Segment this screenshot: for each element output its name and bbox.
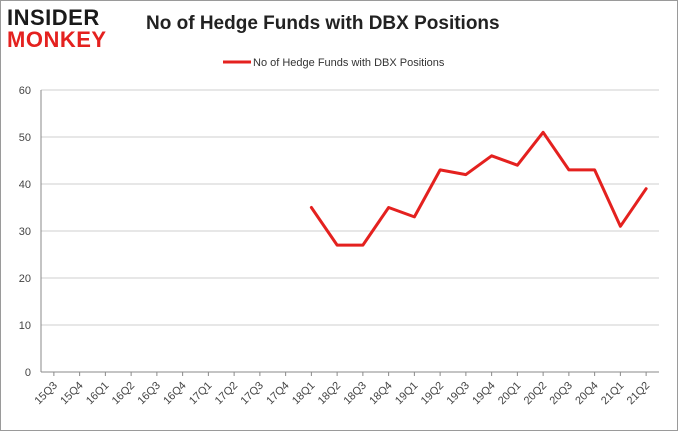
x-tick-label: 17Q1 <box>187 380 215 408</box>
x-tick-label: 21Q2 <box>625 380 653 408</box>
y-tick-label: 60 <box>19 85 31 97</box>
x-tick-label: 18Q2 <box>316 380 344 408</box>
legend-label: No of Hedge Funds with DBX Positions <box>253 57 445 69</box>
y-tick-label: 30 <box>19 226 31 238</box>
x-tick-label: 18Q3 <box>341 380 369 408</box>
x-tick-label: 17Q3 <box>238 380 266 408</box>
x-tick-label: 21Q1 <box>599 380 627 408</box>
y-tick-label: 20 <box>19 273 31 285</box>
logo-line-2: MONKEY <box>7 27 107 52</box>
x-tick-label: 15Q4 <box>58 380 86 408</box>
x-tick-label: 16Q4 <box>161 380 189 408</box>
logo-line-1: INSIDER <box>7 5 100 30</box>
x-tick-label: 18Q1 <box>290 380 318 408</box>
y-tick-label: 0 <box>25 367 31 379</box>
x-tick-label: 19Q1 <box>393 380 421 408</box>
x-tick-label: 20Q1 <box>496 380 524 408</box>
x-tick-label: 16Q2 <box>110 380 138 408</box>
x-tick-label: 19Q4 <box>470 380 498 408</box>
y-tick-label: 50 <box>19 132 31 144</box>
chart-title: No of Hedge Funds with DBX Positions <box>146 13 500 34</box>
x-tick-label: 19Q3 <box>444 380 472 408</box>
x-tick-label: 17Q4 <box>264 380 292 408</box>
x-tick-label: 20Q2 <box>522 380 550 408</box>
x-tick-label: 20Q3 <box>547 380 575 408</box>
y-tick-label: 10 <box>19 320 31 332</box>
series-line-0 <box>309 130 648 247</box>
x-tick-label: 16Q3 <box>135 380 163 408</box>
x-tick-label: 19Q2 <box>419 380 447 408</box>
x-tick-label: 20Q4 <box>573 380 601 408</box>
insider-monkey-logo: INSIDER MONKEY <box>7 7 127 51</box>
y-tick-label: 40 <box>19 179 31 191</box>
x-tick-label: 18Q4 <box>367 380 395 408</box>
x-tick-label: 17Q2 <box>213 380 241 408</box>
x-tick-label: 15Q3 <box>32 380 60 408</box>
x-tick-label: 16Q1 <box>84 380 112 408</box>
